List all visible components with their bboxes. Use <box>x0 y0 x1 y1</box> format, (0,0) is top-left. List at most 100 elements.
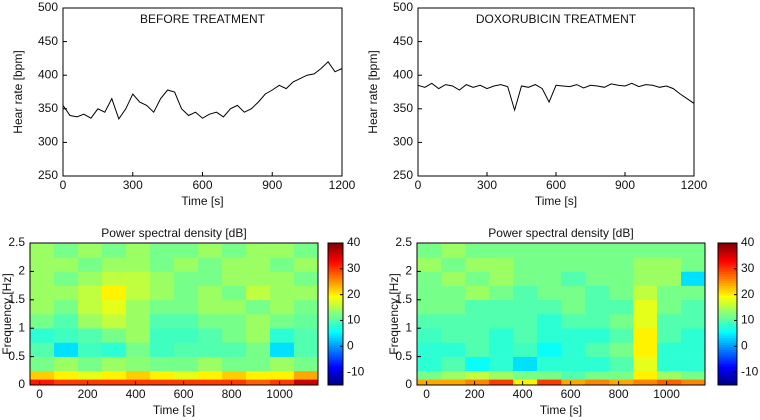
x-tick-label: 1200 <box>329 178 356 192</box>
colorbar-segment <box>718 264 737 268</box>
colorbar-segment <box>328 380 343 384</box>
colorbar-segment <box>328 373 343 376</box>
heatmap-cell <box>441 285 466 301</box>
heatmap-cell <box>126 271 151 286</box>
heatmap-cell <box>417 271 442 286</box>
heatmap-cell <box>270 271 295 286</box>
colorbar-segment <box>328 271 343 275</box>
heatmap-cell <box>294 285 319 301</box>
heatmap-cell <box>222 285 247 301</box>
x-tick-label: 600 <box>561 387 581 401</box>
heatmap-cell <box>246 299 271 315</box>
heatmap-cell <box>150 328 175 343</box>
colorbar-segment <box>718 314 737 317</box>
heatmap-cell <box>657 356 682 372</box>
colorbar-segment <box>718 247 737 251</box>
colorbar-segment <box>718 347 737 350</box>
x-tick-label: 300 <box>477 178 497 192</box>
heatmap-cell <box>150 370 175 380</box>
colorbar-segment <box>718 283 737 286</box>
colorbar-segment <box>718 304 737 308</box>
heatmap-cell <box>609 356 634 372</box>
colorbar-segment <box>328 259 343 263</box>
heatmap-cell <box>294 257 319 272</box>
heatmap-cell <box>633 379 658 386</box>
heatmap-cell <box>174 271 199 286</box>
heatmap-cell <box>126 299 151 315</box>
heatmap-cell <box>585 356 610 372</box>
heatmap-cell <box>294 271 319 286</box>
heatmap-cell <box>78 243 103 258</box>
colorbar-segment <box>328 306 343 310</box>
y-axis-label: Frequency [Hz] <box>387 273 401 354</box>
heatmap-cell <box>489 271 514 286</box>
heatmap-cell <box>417 370 442 380</box>
x-tick-label: 0 <box>415 178 422 192</box>
heatmap-cell <box>609 285 634 301</box>
heatmap-cell <box>126 328 151 343</box>
heatmap-cell <box>489 356 514 372</box>
heatmap-cell <box>537 285 562 301</box>
colorbar-segment <box>328 366 343 369</box>
colorbar-segment <box>718 354 737 357</box>
heatmap-cell <box>681 271 706 286</box>
heatmap-cell <box>585 328 610 343</box>
heatmap-cell <box>78 379 103 386</box>
colorbar-segment <box>328 351 343 355</box>
heatmap-cell <box>294 370 319 380</box>
heatmap-cell <box>174 299 199 315</box>
heatmap-cell <box>54 356 79 372</box>
heatmap-cell <box>54 342 79 357</box>
heatmap-cell <box>537 257 562 272</box>
heatmap-cell <box>681 314 706 329</box>
heatmap-cell <box>222 314 247 329</box>
y-tick-label: 400 <box>393 67 413 81</box>
heatmap-cell <box>198 342 223 357</box>
colorbar-segment <box>328 278 343 282</box>
y-tick-label: 300 <box>38 135 58 149</box>
heatmap-cell <box>657 328 682 343</box>
heatmap-cell <box>30 370 55 380</box>
colorbar-segment <box>328 252 343 256</box>
colorbar-segment <box>328 361 343 365</box>
heatmap-cell <box>222 342 247 357</box>
heatmap-cell <box>270 299 295 315</box>
heatmap-cell <box>222 243 247 258</box>
heatmap-cell <box>657 243 682 258</box>
heatmap-cell <box>246 314 271 329</box>
heatmap-cell <box>246 379 271 386</box>
colorbar-segment <box>718 361 737 365</box>
y-tick-label: 500 <box>393 0 413 14</box>
colorbar-segment <box>718 351 737 355</box>
heatmap-cell <box>294 314 319 329</box>
heatmap-cell <box>513 328 538 343</box>
colorbar-segment <box>328 295 343 298</box>
heatmap-cell <box>270 243 295 258</box>
heatmap-cell <box>270 356 295 372</box>
y-tick-label: 1 <box>405 320 412 334</box>
heatmap-cell <box>102 370 127 380</box>
colorbar-segment <box>718 287 737 291</box>
colorbar-segment <box>718 259 737 263</box>
heatmap-cell <box>102 328 127 343</box>
heatmap-cell <box>126 379 151 386</box>
heatmap-cell <box>30 271 55 286</box>
heatmap-cell <box>222 271 247 286</box>
y-tick-label: 250 <box>393 168 413 182</box>
heatmap-cell <box>30 314 55 329</box>
heatmap-cell <box>633 299 658 315</box>
x-tick-label: 600 <box>546 178 566 192</box>
heatmap-cell <box>294 299 319 315</box>
y-tick-label: 2.5 <box>395 235 412 249</box>
heatmap-cell <box>150 271 175 286</box>
heatmap-cell <box>537 314 562 329</box>
heatmap-cell <box>78 370 103 380</box>
heatmap-cell <box>585 379 610 386</box>
colorbar-segment <box>718 243 737 246</box>
colorbar-segment <box>328 382 343 386</box>
colorbar-segment <box>718 375 737 379</box>
heatmap-cell <box>609 379 634 386</box>
heatmap-cell <box>585 314 610 329</box>
heatmap-cell <box>537 370 562 380</box>
colorbar-segment <box>328 292 343 296</box>
